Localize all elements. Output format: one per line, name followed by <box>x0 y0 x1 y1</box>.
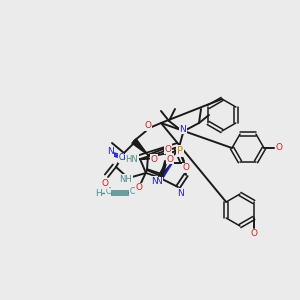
Text: C: C <box>129 187 135 196</box>
Text: H: H <box>94 188 101 197</box>
Text: HN: HN <box>126 154 138 164</box>
Text: O: O <box>167 154 173 164</box>
Text: O: O <box>250 230 257 238</box>
Text: O: O <box>164 145 172 154</box>
Text: N: N <box>156 178 162 187</box>
Text: N: N <box>177 188 183 197</box>
Text: C: C <box>105 187 111 196</box>
Text: N: N <box>106 148 113 157</box>
Text: P: P <box>177 146 183 156</box>
Text: O: O <box>275 143 283 152</box>
Text: O: O <box>145 122 152 130</box>
Polygon shape <box>132 139 148 155</box>
Text: O: O <box>136 184 142 193</box>
Text: N: N <box>151 176 158 185</box>
Text: N: N <box>180 124 186 134</box>
Text: NH: NH <box>120 175 132 184</box>
Text: O: O <box>151 154 158 164</box>
Text: O: O <box>182 164 190 172</box>
Text: O: O <box>101 179 109 188</box>
Text: C: C <box>118 154 124 163</box>
